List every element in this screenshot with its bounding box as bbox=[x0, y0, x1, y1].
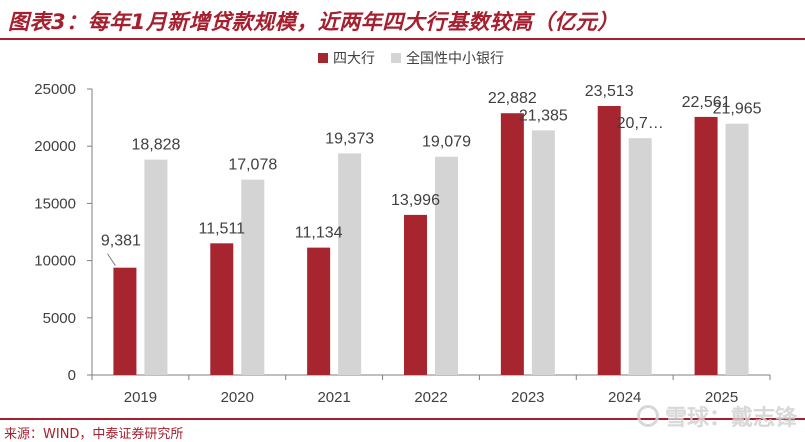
legend-swatch bbox=[318, 53, 328, 63]
data-label: 22,561 bbox=[682, 94, 731, 111]
data-label-leader bbox=[107, 253, 116, 266]
bar-big-four bbox=[597, 106, 621, 375]
data-label: 19,079 bbox=[422, 134, 471, 151]
x-tick-label: 2023 bbox=[511, 389, 544, 406]
data-label: 21,385 bbox=[519, 107, 568, 124]
y-tick-label: 20000 bbox=[34, 138, 76, 155]
bar-small-banks bbox=[628, 138, 652, 375]
snowball-logo-icon bbox=[636, 405, 659, 427]
bar-big-four bbox=[113, 267, 137, 375]
bar-big-four bbox=[500, 113, 524, 375]
x-tick-label: 2021 bbox=[317, 389, 350, 406]
bar-big-four bbox=[404, 214, 427, 375]
bar-small-banks bbox=[531, 130, 555, 375]
legend-label: 全国性中小银行 bbox=[406, 50, 504, 67]
bar-small-banks bbox=[435, 156, 458, 375]
watermark-text: 雪球：戴志锋 bbox=[664, 406, 797, 431]
data-label: 9,381 bbox=[101, 233, 141, 250]
y-tick-label: 25000 bbox=[34, 81, 76, 98]
bar-big-four bbox=[694, 116, 718, 375]
legend-swatch bbox=[391, 53, 401, 63]
bar-big-four bbox=[307, 247, 331, 375]
data-label: 11,134 bbox=[295, 225, 343, 242]
title-divider bbox=[0, 38, 805, 40]
bar-small-banks bbox=[241, 179, 265, 375]
y-tick-label: 0 bbox=[68, 367, 76, 384]
watermark: 雪球：戴志锋 bbox=[636, 400, 797, 432]
bar-small-banks bbox=[338, 153, 362, 375]
data-label: 18,828 bbox=[131, 137, 180, 154]
x-tick-label: 2024 bbox=[608, 389, 641, 406]
x-tick-label: 2020 bbox=[221, 389, 254, 406]
data-label: 21,965 bbox=[713, 101, 762, 118]
data-label: 20,7… bbox=[617, 115, 664, 132]
bar-big-four bbox=[210, 243, 234, 375]
x-tick-label: 2025 bbox=[705, 389, 738, 406]
data-label: 22,882 bbox=[488, 90, 537, 107]
bar-small-banks bbox=[725, 123, 749, 375]
x-tick-label: 2022 bbox=[414, 389, 447, 406]
y-tick-label: 5000 bbox=[43, 310, 76, 327]
y-tick-label: 15000 bbox=[34, 195, 76, 212]
x-tick-label: 2019 bbox=[124, 389, 157, 406]
bar-chart: 0 5000 10000 15000 20000 25000 2019 2020 2021 202… bbox=[34, 50, 771, 406]
bar-small-banks bbox=[144, 159, 168, 375]
data-label: 23,513 bbox=[585, 83, 634, 100]
data-label: 17,078 bbox=[228, 157, 277, 174]
footer-divider bbox=[0, 418, 805, 420]
data-label: 13,996 bbox=[391, 192, 440, 209]
data-label: 11,511 bbox=[199, 220, 246, 237]
source-note: 来源：WIND，中泰证券研究所 bbox=[4, 427, 184, 442]
chart-title: 图表3：每年1月新增贷款规模，近两年四大行基数较高（亿元） bbox=[8, 10, 619, 34]
y-tick-label: 10000 bbox=[34, 253, 76, 270]
data-label: 19,373 bbox=[325, 130, 374, 147]
legend-label: 四大行 bbox=[333, 51, 375, 67]
